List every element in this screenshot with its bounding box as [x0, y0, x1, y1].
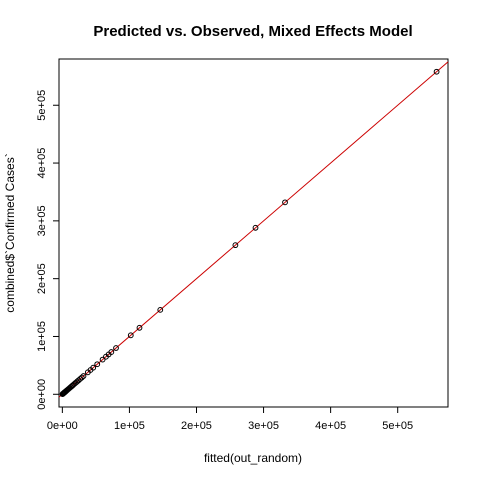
- data-point: [282, 199, 288, 206]
- plot-area-box: [58, 58, 449, 408]
- data-point: [80, 373, 87, 379]
- data-point: [252, 224, 259, 231]
- data-point: [113, 345, 119, 351]
- data-point: [108, 349, 115, 355]
- data-point: [78, 374, 85, 381]
- data-point: [157, 306, 164, 313]
- y-axis-title: combined$`Confirmed Cases`: [3, 153, 17, 312]
- data-point: [127, 332, 134, 339]
- data-points-layer: [59, 68, 440, 398]
- y-tick-label: 5e+05: [36, 90, 48, 121]
- x-tick-label: 2e+05: [181, 420, 212, 432]
- y-tick-label: 0e+00: [36, 379, 48, 410]
- x-tick-label: 1e+05: [114, 420, 145, 432]
- data-point: [94, 361, 101, 368]
- x-tick-label: 0e+00: [47, 420, 78, 432]
- data-point: [433, 68, 440, 75]
- y-tick-label: 1e+05: [36, 321, 48, 352]
- data-point: [232, 242, 239, 249]
- y-tick-label: 3e+05: [36, 205, 48, 236]
- data-point: [99, 356, 106, 363]
- y-axis: 0e+00 1e+05 2e+05 3e+05 4e+05 5e+05: [36, 90, 60, 410]
- data-point: [136, 324, 143, 331]
- data-point: [77, 376, 84, 382]
- y-tick-label: 4e+05: [36, 148, 48, 179]
- x-axis-title: fitted(out_random): [204, 451, 302, 465]
- x-axis: 0e+00 1e+05 2e+05 3e+05 4e+05 5e+05: [47, 406, 413, 432]
- chart-title: Predicted vs. Observed, Mixed Effects Mo…: [93, 23, 412, 40]
- x-tick-label: 3e+05: [248, 420, 279, 432]
- x-tick-label: 4e+05: [315, 420, 346, 432]
- data-point: [90, 364, 97, 371]
- y-tick-label: 2e+05: [36, 263, 48, 294]
- x-tick-label: 5e+05: [382, 420, 413, 432]
- data-point: [75, 377, 82, 384]
